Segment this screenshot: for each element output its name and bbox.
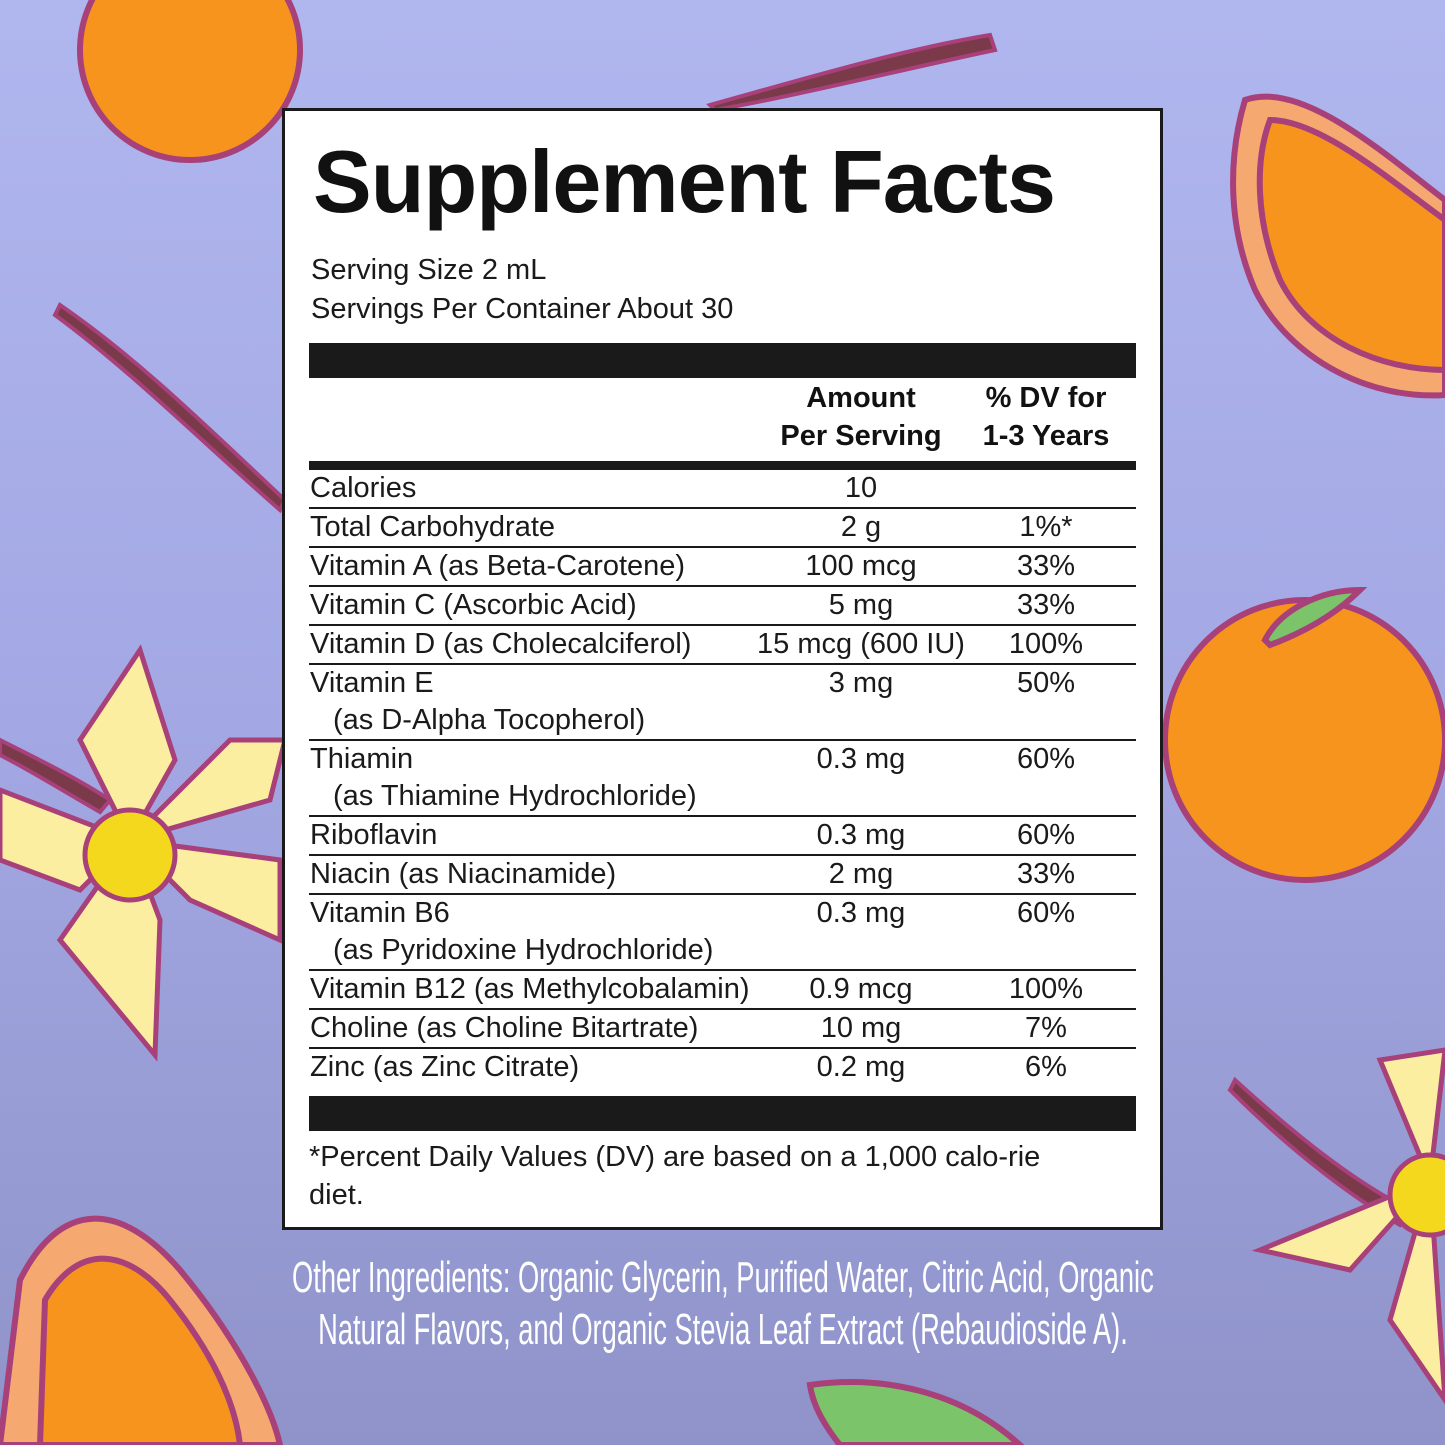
vanilla-pod-icon	[0, 32, 1413, 1228]
nutrient-name: Calories	[310, 472, 417, 504]
nutrient-amount: 100 mcg	[805, 550, 917, 582]
nutrient-amount: 15 mcg (600 IU)	[757, 628, 965, 660]
nutrient-name: Vitamin B12 (as Methylcobalamin)	[310, 973, 750, 1005]
nutrient-source: (as Pyridoxine Hydrochloride)	[333, 934, 714, 966]
nutrient-amount: 3 mg	[828, 667, 894, 699]
nutrient-source: (as D-Alpha Tocopherol)	[333, 704, 646, 736]
nutrient-dv: 100%	[1008, 628, 1084, 660]
table-row: Thiamin (as Thiamine Hydrochloride) 0.3 mg…	[309, 741, 1136, 817]
table-row: Choline (as Choline Bitartrate) 10 mg 7%	[309, 1010, 1136, 1049]
other-ingredients: Other Ingredients: Organic Glycerin, Pur…	[0, 1252, 1445, 1356]
amount-header-line2: Per Serving	[780, 420, 942, 452]
nutrient-name: Vitamin E	[310, 667, 434, 699]
supplement-facts-panel: Supplement Facts Serving Size 2 mL Servi…	[282, 108, 1163, 1230]
nutrient-dv: 33%	[1016, 589, 1076, 621]
nutrient-name: Vitamin D (as Cholecalciferol)	[310, 628, 692, 660]
divider-bar	[309, 343, 1136, 378]
nutrient-amount: 0.2 mg	[816, 1051, 906, 1083]
nutrient-dv: 100%	[1008, 973, 1084, 1005]
table-row: Vitamin B12 (as Methylcobalamin) 0.9 mcg 1…	[309, 971, 1136, 1010]
nutrient-name: Choline (as Choline Bitartrate)	[310, 1012, 699, 1044]
other-ingredients-line2: Natural Flavors, and Organic Stevia Leaf…	[317, 1305, 1128, 1354]
nutrient-dv: 50%	[1016, 667, 1076, 699]
divider-bar-bottom	[309, 1096, 1136, 1131]
nutrient-dv: 7%	[1025, 1012, 1067, 1044]
nutrient-dv: 60%	[1016, 743, 1076, 775]
nutrient-name: Total Carbohydrate	[310, 511, 556, 543]
nutrient-dv: 60%	[1016, 897, 1076, 929]
footnote: *Percent Daily Values (DV) are based on …	[309, 1141, 1041, 1211]
nutrient-name: Vitamin B6	[310, 897, 450, 929]
table-row: Vitamin B6 (as Pyridoxine Hydrochloride) 0…	[309, 895, 1136, 971]
nutrient-amount: 0.9 mcg	[809, 973, 913, 1005]
table-row: Niacin (as Niacinamide) 2 mg 33%	[309, 856, 1136, 895]
serving-size: Serving Size 2 mL	[311, 254, 547, 286]
nutrient-dv: 33%	[1016, 550, 1076, 582]
table-row: Vitamin D (as Cholecalciferol) 15 mcg (60…	[309, 626, 1136, 665]
nutrient-name: Riboflavin	[310, 819, 438, 851]
table-row: Vitamin C (Ascorbic Acid) 5 mg 33%	[309, 587, 1136, 626]
nutrient-amount: 0.3 mg	[816, 819, 906, 851]
amount-header-line1: Amount	[806, 382, 916, 414]
other-ingredients-line1: Other Ingredients: Organic Glycerin, Pur…	[291, 1253, 1154, 1302]
nutrient-name: Vitamin A (as Beta-Carotene)	[310, 550, 686, 582]
nutrient-name: Thiamin	[310, 743, 414, 775]
nutrient-amount: 0.3 mg	[816, 897, 906, 929]
nutrient-dv: 60%	[1016, 819, 1076, 851]
nutrient-name: Zinc (as Zinc Citrate)	[310, 1051, 580, 1083]
nutrient-name: Niacin (as Niacinamide)	[310, 858, 617, 890]
table-row: Calories 10	[309, 470, 1136, 509]
table-row: Zinc (as Zinc Citrate) 0.2 mg 6%	[309, 1049, 1136, 1086]
nutrient-table: Calories 10 Total Carbohydrate 2 g 1%* Vitami…	[309, 470, 1136, 1086]
nutrient-amount: 10 mg	[820, 1012, 902, 1044]
nutrient-dv: 33%	[1016, 858, 1076, 890]
dv-header-line1: % DV for	[985, 382, 1107, 414]
table-row: Vitamin E (as D-Alpha Tocopherol) 3 mg 50%	[309, 665, 1136, 741]
dv-header: % DV for 1-3 Years	[969, 379, 1123, 455]
nutrient-source: (as Thiamine Hydrochloride)	[333, 780, 697, 812]
thick-rule	[309, 461, 1136, 470]
nutrient-amount: 5 mg	[828, 589, 894, 621]
panel-title: Supplement Facts	[313, 132, 1056, 231]
table-row: Total Carbohydrate 2 g 1%*	[309, 509, 1136, 548]
dv-header-line2: 1-3 Years	[982, 420, 1110, 452]
nutrient-name: Vitamin C (Ascorbic Acid)	[310, 589, 637, 621]
nutrient-amount: 2 mg	[828, 858, 894, 890]
nutrient-dv: 1%*	[1019, 511, 1073, 543]
amount-header: Amount Per Serving	[745, 379, 977, 455]
vanilla-flower-icon	[0, 644, 1445, 1405]
table-row: Riboflavin 0.3 mg 60%	[309, 817, 1136, 856]
nutrient-amount: 0.3 mg	[816, 743, 906, 775]
table-row: Vitamin A (as Beta-Carotene) 100 mcg 33%	[309, 548, 1136, 587]
servings-per-container: Servings Per Container About 30	[311, 293, 734, 325]
nutrient-amount: 2 g	[840, 511, 882, 543]
nutrient-amount: 10	[844, 472, 878, 504]
nutrient-dv: 6%	[1025, 1051, 1067, 1083]
